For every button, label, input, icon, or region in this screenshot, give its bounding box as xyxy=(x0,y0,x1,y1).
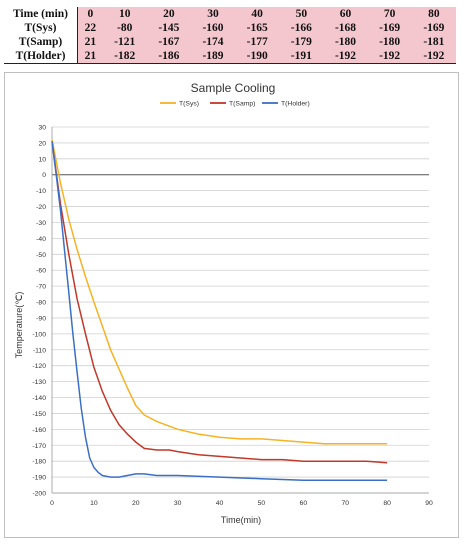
table-cell: 60 xyxy=(323,7,368,21)
y-tick-label: -150 xyxy=(32,411,46,418)
table-cell: -192 xyxy=(323,49,368,64)
table-cell: -166 xyxy=(279,21,324,35)
x-tick-label: 50 xyxy=(258,500,266,507)
y-tick-label: -60 xyxy=(36,268,46,275)
table-cell: -169 xyxy=(411,21,456,35)
x-tick-label: 0 xyxy=(50,500,54,507)
y-tick-label: -140 xyxy=(32,395,46,402)
x-tick-label: 10 xyxy=(90,500,98,507)
table-cell: -192 xyxy=(367,49,412,64)
y-tick-label: -110 xyxy=(33,347,46,354)
y-axis-label: Temperature(℃) xyxy=(14,292,24,359)
x-tick-label: 30 xyxy=(174,500,182,507)
x-tick-label: 20 xyxy=(132,500,140,507)
y-tick-label: 0 xyxy=(42,172,46,179)
table-cell: -145 xyxy=(146,21,191,35)
x-tick-label: 80 xyxy=(383,500,391,507)
table-cell: -121 xyxy=(102,35,147,49)
y-tick-label: 10 xyxy=(38,156,46,163)
series-line-3 xyxy=(51,141,388,482)
row-header: T(Holder) xyxy=(4,49,78,64)
y-tick-label: 30 xyxy=(38,125,46,132)
x-tick-label: 70 xyxy=(341,500,349,507)
table-cell: -186 xyxy=(146,49,191,64)
table-cell: -177 xyxy=(235,35,280,49)
y-tick-label: -50 xyxy=(36,252,46,259)
table-cell: 80 xyxy=(411,7,456,21)
y-tick-label: -30 xyxy=(36,220,46,227)
data-table-container: Time (min) 0 10 20 30 40 50 60 70 80 T(Sys) 22 -80 -1… xyxy=(4,7,456,64)
table-cell: -80 xyxy=(102,21,147,35)
y-tick-label: 20 xyxy=(38,140,46,147)
y-tick-labels: 30 20 10 0 -10 -20 -30 -40 -50 -60 -70 -80 -90 -100 -1… xyxy=(32,125,46,498)
table-cell: 30 xyxy=(190,7,236,21)
y-tick-label: -90 xyxy=(36,315,46,322)
table-cell: -180 xyxy=(367,35,412,49)
y-tick-label: -130 xyxy=(32,379,46,386)
legend-label: T(Holder) xyxy=(281,101,310,108)
row-header: Time (min) xyxy=(4,7,78,21)
table-cell: 50 xyxy=(279,7,324,21)
table-cell: -174 xyxy=(190,35,236,49)
table-cell: 70 xyxy=(367,7,412,21)
table-cell: 21 xyxy=(77,35,103,49)
table-row: T(Holder) 21 -182 -186 -189 -190 -191 -192 -192-… xyxy=(4,49,456,64)
table-cell: -165 xyxy=(235,21,280,35)
x-tick-label: 40 xyxy=(216,500,224,507)
y-tick-label: -80 xyxy=(36,300,46,307)
y-tick-label: -100 xyxy=(32,331,46,338)
table-cell: 20 xyxy=(146,7,191,21)
row-header: T(Sys) xyxy=(4,21,78,35)
table-cell: 10 xyxy=(102,7,147,21)
table-cell: -179 xyxy=(279,35,324,49)
table-row: T(Samp) 21 -121 -167 -174 -177 -179 -180 -180 -18… xyxy=(4,35,456,49)
x-tick-labels: 0 10 20 30 40 50 60 70 80 90 xyxy=(50,500,433,507)
table-cell: -192 xyxy=(411,49,456,64)
y-tick-label: -120 xyxy=(32,363,46,370)
table-cell: 0 xyxy=(77,7,103,21)
y-tick-label: -40 xyxy=(36,236,46,243)
table-cell: -169 xyxy=(367,21,412,35)
table-cell: -160 xyxy=(190,21,236,35)
table-cell: -182 xyxy=(102,49,147,64)
table-cell: -181 xyxy=(411,35,456,49)
y-tick-label: -180 xyxy=(32,459,46,466)
series-line-1 xyxy=(51,139,388,445)
table-cell: -190 xyxy=(235,49,280,64)
y-tick-label: -20 xyxy=(36,204,46,211)
table-cell: -189 xyxy=(190,49,236,64)
axes xyxy=(51,127,429,494)
table-cell: -191 xyxy=(279,49,324,64)
series-lines xyxy=(51,139,388,482)
row-header: T(Samp) xyxy=(4,35,78,49)
data-table: Time (min) 0 10 20 30 40 50 60 70 80 T(Sys) 22 -80 -1… xyxy=(4,7,456,64)
y-tick-label: -160 xyxy=(32,427,46,434)
x-axis-label: Time(min) xyxy=(221,515,261,525)
legend-label: T(Samp) xyxy=(229,101,255,108)
x-tick-label: 60 xyxy=(300,500,308,507)
legend: T(Sys) T(Samp) T(Holder) xyxy=(160,101,310,108)
legend-label: T(Sys) xyxy=(179,101,199,108)
x-tick-label: 90 xyxy=(425,500,433,507)
table-cell: 22 xyxy=(77,21,103,35)
y-tick-label: -70 xyxy=(36,284,46,291)
series-line-2 xyxy=(51,141,388,464)
y-tick-label: -170 xyxy=(32,443,46,450)
table-cell: 21 xyxy=(77,49,103,64)
table-row: Time (min) 0 10 20 30 40 50 60 70 80 xyxy=(4,7,456,21)
table-cell: -180 xyxy=(323,35,368,49)
table-row: T(Sys) 22 -80 -145 -160 -165 -166 -168 -169 -169 xyxy=(4,21,456,35)
table-cell: 40 xyxy=(235,7,280,21)
table-cell: -167 xyxy=(146,35,191,49)
table-cell: -168 xyxy=(323,21,368,35)
y-tick-label: -190 xyxy=(32,475,46,482)
line-chart: Sample Cooling T(Sys) T(Samp) T(Holder) 30… xyxy=(14,81,433,525)
gridlines xyxy=(52,126,429,494)
chart-area: Sample Cooling T(Sys) T(Samp) T(Holder) 30… xyxy=(4,72,459,538)
chart-title: Sample Cooling xyxy=(191,81,276,95)
y-tick-label: -200 xyxy=(32,491,46,498)
y-tick-label: -10 xyxy=(36,188,46,195)
